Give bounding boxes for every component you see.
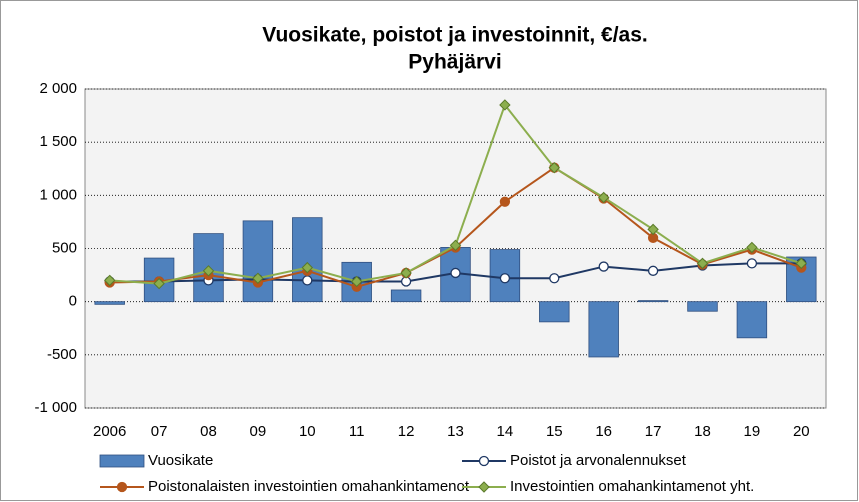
legend-label: Investointien omahankintamenot yht.: [510, 478, 754, 495]
x-tick-label: 11: [349, 423, 365, 440]
marker: [400, 267, 412, 279]
marker: [302, 275, 313, 286]
marker: [746, 258, 758, 269]
x-tick-label: 10: [299, 423, 316, 440]
marker: [499, 99, 511, 111]
legend-label: Poistot ja arvonalennukset: [510, 452, 687, 469]
marker: [301, 261, 314, 274]
x-tick-label: 13: [447, 423, 464, 440]
x-tick-label: 2006: [93, 423, 126, 440]
marker: [696, 257, 709, 270]
bar: [687, 301, 718, 312]
marker: [499, 196, 511, 207]
legend-marker: [116, 481, 128, 493]
x-tick-label: 07: [151, 423, 168, 440]
marker: [598, 261, 609, 272]
y-tick-label: -500: [47, 346, 77, 363]
marker: [450, 267, 461, 279]
chart-title: Vuosikate, poistot ja investoinnit, €/as…: [262, 24, 647, 47]
legend-marker: [478, 455, 490, 467]
y-tick-label: 500: [52, 239, 77, 256]
x-tick-label: 09: [250, 423, 267, 440]
marker: [499, 273, 511, 284]
marker: [647, 265, 659, 276]
marker: [252, 272, 264, 284]
marker: [153, 277, 165, 290]
x-tick-label: 16: [595, 423, 612, 440]
marker: [647, 223, 659, 236]
legend-label: Poistonalaisten investointien omahankint…: [148, 478, 470, 495]
x-tick-label: 20: [793, 423, 810, 440]
legend-marker: [478, 481, 490, 493]
x-tick-label: 08: [200, 423, 217, 440]
bar: [637, 300, 669, 303]
x-tick-label: 17: [645, 423, 662, 440]
bar: [292, 217, 323, 303]
marker: [746, 241, 758, 254]
bar: [736, 301, 768, 339]
marker: [549, 273, 560, 284]
x-tick-label: 12: [398, 423, 415, 440]
chart-subtitle: Pyhäjärvi: [408, 51, 501, 74]
bar: [390, 289, 422, 303]
x-tick-label: 15: [546, 423, 563, 440]
marker: [202, 265, 215, 277]
bar: [242, 220, 274, 303]
marker: [795, 257, 808, 270]
x-tick-label: 19: [744, 423, 761, 440]
marker: [350, 275, 363, 288]
y-tick-label: 2 000: [39, 80, 77, 97]
y-tick-label: 1 000: [39, 186, 77, 203]
marker: [449, 239, 462, 252]
y-tick-label: 0: [69, 293, 77, 310]
y-tick-label: -1 000: [34, 399, 77, 416]
marker: [103, 274, 116, 287]
x-tick-label: 14: [497, 423, 514, 440]
legend-swatch: [99, 454, 145, 468]
marker: [597, 191, 610, 204]
y-tick-label: 1 500: [39, 133, 77, 150]
bar: [94, 301, 125, 305]
marker: [548, 161, 561, 174]
bar: [588, 301, 619, 358]
x-tick-label: 18: [694, 423, 711, 440]
legend-label: Vuosikate: [148, 452, 213, 469]
bar: [539, 301, 570, 323]
